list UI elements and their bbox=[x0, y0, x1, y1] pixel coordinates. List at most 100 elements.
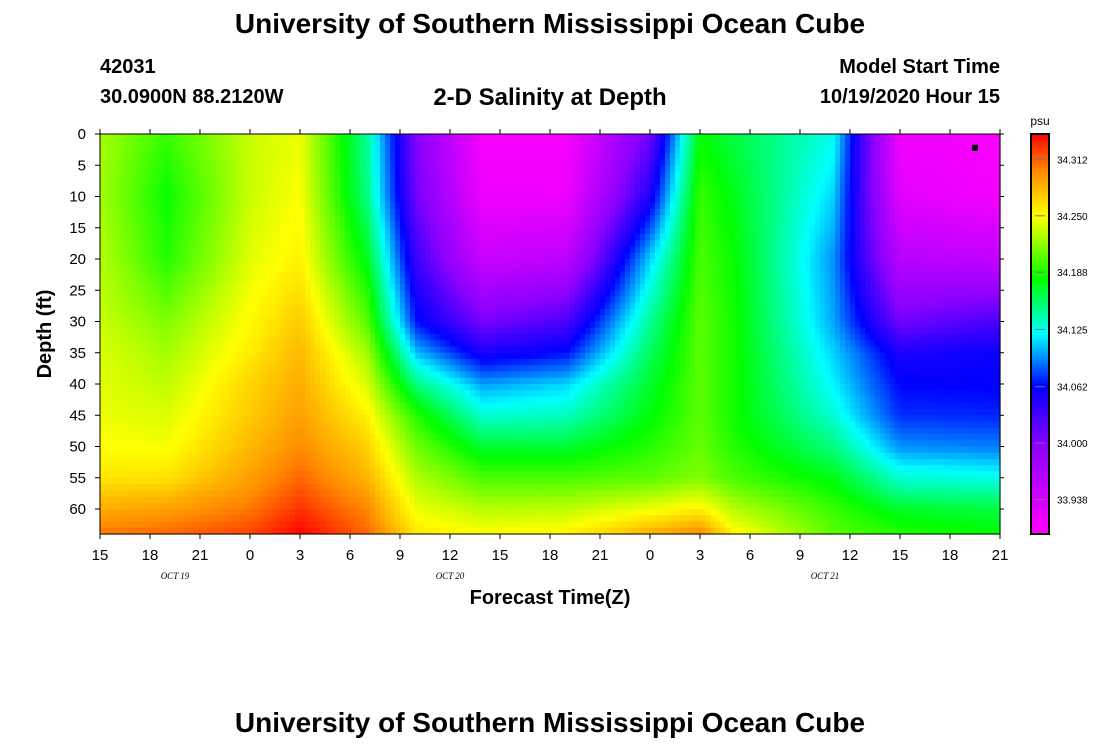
heatmap-cell bbox=[150, 146, 156, 154]
heatmap-cell bbox=[680, 240, 686, 248]
heatmap-cell bbox=[140, 252, 146, 260]
heatmap-cell bbox=[380, 259, 386, 266]
heatmap-cell bbox=[745, 259, 751, 266]
heatmap-cell bbox=[990, 177, 996, 185]
heatmap-cell bbox=[905, 152, 911, 160]
heatmap-cell bbox=[100, 271, 106, 279]
heatmap-cell bbox=[815, 146, 821, 154]
heatmap-cell bbox=[505, 259, 511, 266]
heatmap-cell bbox=[830, 246, 836, 254]
heatmap-cell bbox=[685, 259, 691, 266]
heatmap-cell bbox=[520, 271, 526, 279]
heatmap-cell bbox=[720, 277, 726, 285]
heatmap-cell bbox=[380, 277, 386, 285]
heatmap-cell bbox=[295, 202, 301, 210]
heatmap-cell bbox=[695, 246, 701, 254]
heatmap-cell bbox=[595, 302, 601, 310]
heatmap-cell bbox=[885, 177, 891, 185]
heatmap-cell bbox=[140, 209, 146, 216]
heatmap-cell bbox=[285, 240, 291, 248]
heatmap-cell bbox=[645, 265, 651, 273]
heatmap-cell bbox=[255, 159, 261, 166]
heatmap-cell bbox=[105, 265, 111, 273]
heatmap-cell bbox=[830, 146, 836, 154]
heatmap-cell bbox=[275, 209, 281, 216]
heatmap-cell bbox=[550, 171, 556, 179]
heatmap-cell bbox=[970, 234, 976, 241]
heatmap-cell bbox=[410, 302, 416, 310]
heatmap-cell bbox=[305, 290, 311, 298]
heatmap-cell bbox=[110, 140, 116, 148]
heatmap-cell bbox=[360, 196, 366, 204]
heatmap-cell bbox=[260, 146, 266, 154]
heatmap-cell bbox=[690, 302, 696, 310]
heatmap-cell bbox=[590, 146, 596, 154]
heatmap-cell bbox=[435, 146, 441, 154]
heatmap-cell bbox=[860, 290, 866, 298]
heatmap-cell bbox=[330, 159, 336, 166]
heatmap-cell bbox=[970, 152, 976, 160]
heatmap-cell bbox=[490, 277, 496, 285]
heatmap-cell bbox=[325, 146, 331, 154]
heatmap-cell bbox=[275, 277, 281, 285]
heatmap-cell bbox=[135, 284, 141, 291]
heatmap-cell bbox=[180, 302, 186, 310]
heatmap-cell bbox=[475, 265, 481, 273]
heatmap-cell bbox=[430, 284, 436, 291]
heatmap-cell bbox=[515, 284, 521, 291]
heatmap-cell bbox=[675, 177, 681, 185]
heatmap-cell bbox=[945, 190, 951, 198]
heatmap-cell bbox=[515, 252, 521, 260]
heatmap-cell bbox=[600, 234, 606, 241]
heatmap-cell bbox=[910, 252, 916, 260]
heatmap-cell bbox=[605, 221, 611, 229]
heatmap-cell bbox=[540, 271, 546, 279]
heatmap-cell bbox=[265, 234, 271, 241]
heatmap-cell bbox=[330, 240, 336, 248]
heatmap-cell bbox=[885, 271, 891, 279]
heatmap-cell bbox=[895, 177, 901, 185]
heatmap-cell bbox=[390, 146, 396, 154]
heatmap-cell bbox=[435, 209, 441, 216]
heatmap-cell bbox=[790, 284, 796, 291]
heatmap-cell bbox=[625, 184, 631, 191]
heatmap-cell bbox=[115, 140, 121, 148]
heatmap-cell bbox=[735, 165, 741, 173]
heatmap-cell bbox=[315, 290, 321, 298]
heatmap-cell bbox=[870, 215, 876, 223]
heatmap-cell bbox=[385, 246, 391, 254]
heatmap-cell bbox=[720, 234, 726, 241]
heatmap-cell bbox=[835, 140, 841, 148]
heatmap-cell bbox=[235, 165, 241, 173]
heatmap-cell bbox=[885, 246, 891, 254]
heatmap-cell bbox=[120, 209, 126, 216]
heatmap-cell bbox=[800, 209, 806, 216]
heatmap-cell bbox=[315, 146, 321, 154]
heatmap-cell bbox=[885, 159, 891, 166]
heatmap-cell bbox=[360, 240, 366, 248]
heatmap-cell bbox=[220, 202, 226, 210]
heatmap-cell bbox=[260, 190, 266, 198]
heatmap-cell bbox=[120, 290, 126, 298]
heatmap-cell bbox=[140, 296, 146, 304]
heatmap-cell bbox=[715, 296, 721, 304]
heatmap-cell bbox=[305, 221, 311, 229]
heatmap-cell bbox=[225, 165, 231, 173]
heatmap-cell bbox=[530, 240, 536, 248]
heatmap-cell bbox=[935, 240, 941, 248]
heatmap-cell bbox=[845, 202, 851, 210]
heatmap-cell bbox=[800, 284, 806, 291]
heatmap-cell bbox=[450, 296, 456, 304]
heatmap-cell bbox=[355, 202, 361, 210]
heatmap-cell bbox=[405, 159, 411, 166]
heatmap-cell bbox=[585, 202, 591, 210]
heatmap-cell bbox=[135, 140, 141, 148]
heatmap-cell bbox=[590, 196, 596, 204]
heatmap-cell bbox=[920, 140, 926, 148]
heatmap-cell bbox=[890, 252, 896, 260]
heatmap-cell bbox=[890, 271, 896, 279]
heatmap-cell bbox=[820, 265, 826, 273]
heatmap-cell bbox=[580, 234, 586, 241]
heatmap-cell bbox=[610, 146, 616, 154]
heatmap-cell bbox=[440, 302, 446, 310]
